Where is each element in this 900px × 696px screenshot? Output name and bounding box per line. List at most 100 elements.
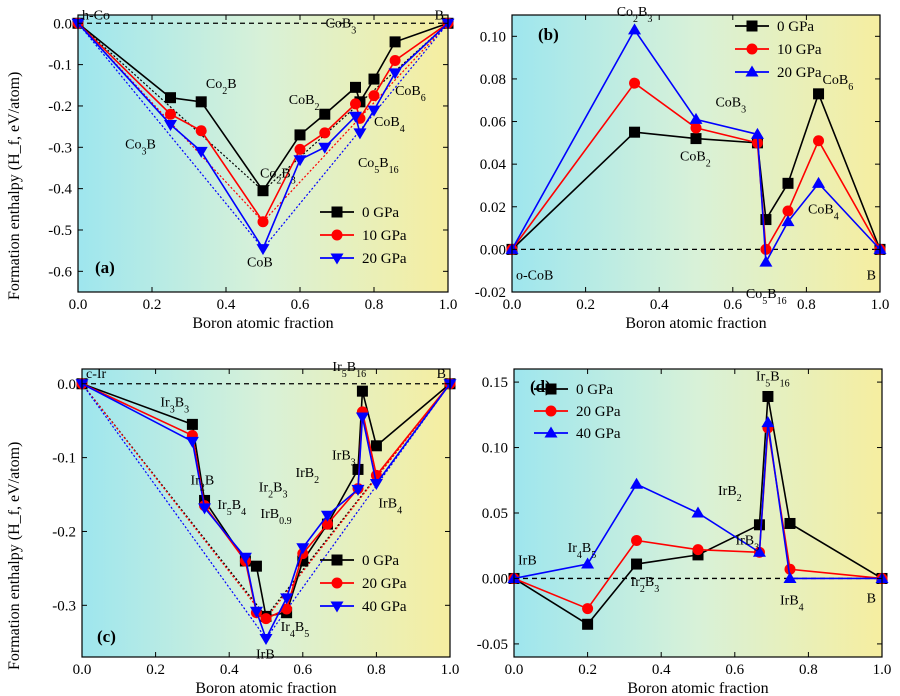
data-point [280,593,294,605]
data-point [296,543,310,555]
chart-panel-a: 0.0 0.2 0.4 0.6 0.8 1.0 0.0 -0.1 -0.2 -0.3 -0.4 -0.… [48,8,457,332]
data-point [165,92,176,104]
annotation-label: IrB4 [378,496,402,516]
plot-background [512,15,880,292]
data-point [628,23,642,35]
legend-label: 40 GPa [362,599,407,615]
y-tick-label: 0.06 [480,115,507,131]
legend-label: 20 GPa [777,65,822,81]
series-line [511,91,881,250]
plot-frame [511,14,881,293]
data-point [781,215,795,227]
data-point [198,503,212,515]
data-point [759,255,773,267]
x-tick-label: 0.2 [576,297,595,313]
y-tick-label: 0.10 [480,29,506,45]
x-tick-label: 0.0 [505,662,524,678]
y-tick-label: -0.3 [52,598,76,614]
x-tick-label: 0.0 [69,297,88,313]
legend-label: 20 GPa [362,576,407,592]
data-point [784,517,796,529]
x-tick-label: 0.2 [143,297,162,313]
annotation-label: CoB4 [374,115,405,135]
data-point [195,96,207,108]
data-point [691,506,705,518]
annotation-label: Ir4B5 [568,541,597,561]
legend-marker [330,601,344,613]
data-point [388,68,402,80]
annotation-label: CoB [247,256,273,271]
legend-marker [746,20,758,32]
legend-label: 10 GPa [362,228,407,244]
data-point [293,155,307,167]
data-point [367,105,381,117]
data-point [783,571,797,583]
legend: 0 GPa 10 GPa 20 GPa [320,205,407,267]
annotation-label: Co2B3 [617,5,653,25]
data-point [186,418,198,430]
data-point [582,618,594,630]
data-point [629,77,641,89]
annotation-label: Ir5B16 [332,360,366,380]
data-point [350,81,361,93]
legend-label: 10 GPa [777,42,822,58]
data-point [368,73,380,85]
x-tick-label: 0.6 [293,662,312,678]
panel-label: (c) [97,627,116,646]
data-point [294,143,306,155]
legend-marker [330,253,344,265]
annotation-label: Ir2B [191,473,215,493]
annotation-label: c-Ir [86,367,107,382]
annotation-label: CoB3 [326,16,357,36]
y-tick-label: -0.3 [48,140,72,156]
annotation-label: CoB4 [808,203,839,223]
data-point [784,563,796,575]
annotation-label: IrB0.9 [260,507,291,527]
series-line [513,422,882,580]
annotation-label: Ir3B3 [160,395,189,415]
plot-frame [77,14,449,293]
y-tick-label: 0.00 [480,242,506,258]
data-point [582,603,594,615]
annotation-label: CoB2 [289,93,320,113]
data-point [760,243,772,255]
data-point [630,477,644,489]
data-point [319,108,331,120]
annotation-label: Ir5B16 [756,369,790,389]
annotation-label: Ir2B3 [259,481,288,501]
data-point [782,205,794,217]
data-point [294,129,306,141]
x-tick-label: 0.0 [503,297,522,313]
chart-panel-b: 0.0 0.2 0.4 0.6 0.8 1.0 -0.02 0.00 0.02 0.04 0.06 0… [475,5,890,332]
data-point [250,560,262,572]
annotation-label: IrB2 [295,466,319,486]
legend-label: 40 GPa [576,426,621,442]
x-tick-label: 0.6 [291,297,310,313]
x-axis-label: Boron atomic fraction [192,315,333,332]
data-point [356,385,368,397]
y-tick-label: 0.0 [53,16,72,32]
data-point [260,613,272,625]
data-point [753,519,765,531]
y-tick-label: 0.08 [480,72,506,88]
legend-marker [745,65,759,77]
x-tick-label: 0.8 [797,297,816,313]
series-line [513,396,883,626]
y-tick-label: -0.5 [48,223,72,239]
annotation-label: Ir4B5 [281,620,310,640]
data-point [760,214,772,226]
annotation-label: CoB6 [823,73,854,93]
y-axis-label-top: Formation enthalpy (H_f, eV/atom) [6,71,23,300]
legend-marker [331,554,343,566]
data-point [690,133,702,145]
y-tick-label: -0.2 [48,99,72,115]
data-point [370,440,382,452]
x-tick-label: 0.4 [220,662,239,678]
legend-marker [545,405,557,417]
data-point [320,510,334,522]
data-point [752,545,766,557]
annotation-label: Co5B16 [358,156,399,176]
data-point [281,603,293,615]
data-point [812,176,826,188]
data-point [750,127,764,139]
